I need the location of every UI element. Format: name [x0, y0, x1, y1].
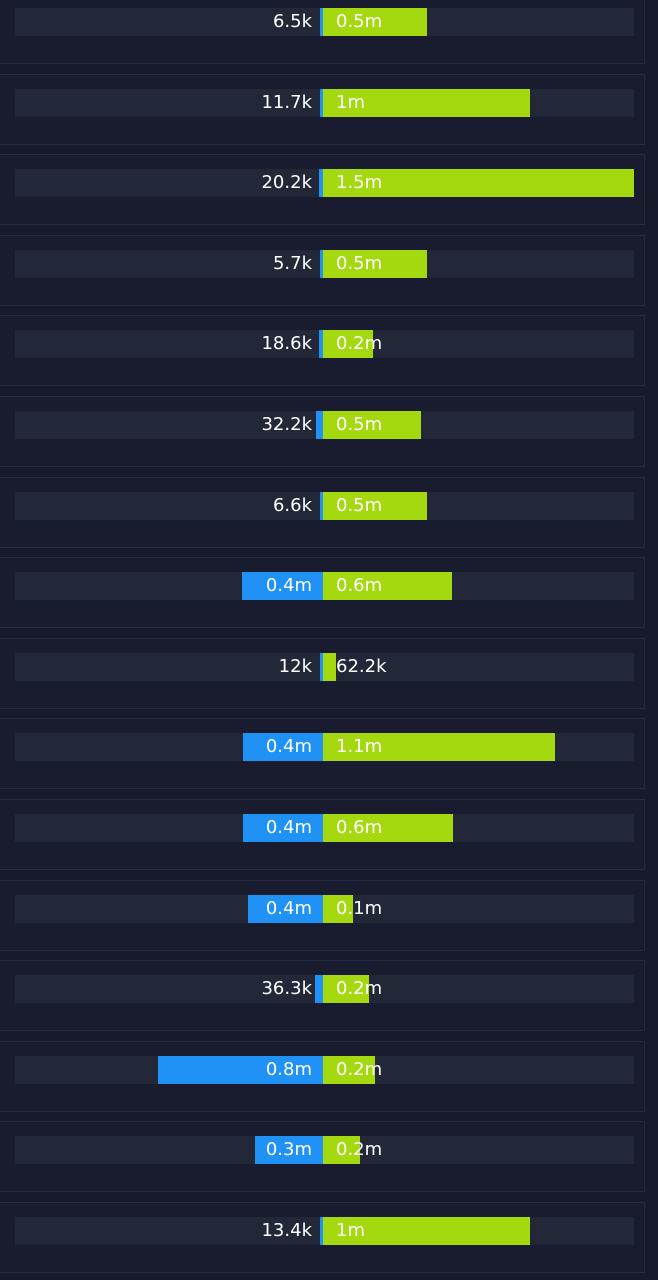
left-bar — [319, 330, 323, 359]
chart-row: 32.2k 0.5m — [0, 396, 645, 467]
chart-row: 5.7k 0.5m — [0, 234, 645, 306]
right-bar — [323, 330, 373, 359]
right-value-label: 1m — [336, 91, 365, 113]
left-value-label: 0.4m — [265, 575, 312, 597]
right-value-label: 0.2m — [336, 1058, 383, 1080]
left-value-label: 36.3k — [261, 978, 312, 1000]
chart-row: 36.3k 0.2m — [0, 960, 645, 1032]
right-bar — [323, 491, 427, 520]
left-bar — [248, 894, 323, 923]
right-bar — [323, 1136, 361, 1165]
left-bar — [318, 169, 323, 198]
left-value-label: 0.3m — [265, 1139, 312, 1161]
left-value-label: 18.6k — [261, 333, 312, 355]
left-value-label: 0.4m — [265, 817, 312, 838]
left-value-label: 6.5k — [272, 11, 312, 32]
right-value-label: 0.2m — [336, 1139, 383, 1161]
left-bar — [242, 572, 323, 601]
left-value-label: 12k — [278, 655, 312, 677]
chart-row: 12k 62.2k — [0, 637, 645, 709]
left-bar — [315, 975, 323, 1004]
right-bar — [323, 1055, 375, 1084]
right-value-label: 0.2m — [336, 333, 383, 355]
right-value-label: 0.5m — [336, 11, 383, 32]
left-bar — [320, 1217, 323, 1245]
right-bar — [323, 1217, 531, 1245]
left-value-label: 13.4k — [261, 1220, 312, 1241]
left-bar — [254, 1136, 323, 1165]
right-bar — [323, 652, 336, 681]
right-value-label: 0.1m — [336, 897, 383, 919]
right-value-label: 0.2m — [336, 978, 383, 1000]
right-value-label: 1.5m — [336, 172, 383, 194]
right-bar — [323, 8, 427, 36]
right-bar — [323, 814, 453, 842]
right-bar — [323, 975, 369, 1004]
right-value-label: 62.2k — [336, 655, 387, 677]
right-value-label: 0.5m — [336, 252, 383, 274]
chart-row: 0.3m 0.2m — [0, 1121, 645, 1193]
left-value-label: 11.7k — [261, 91, 312, 113]
left-value-label: 0.4m — [265, 897, 312, 919]
left-bar — [243, 733, 323, 762]
chart-row: 0.4m 0.1m — [0, 879, 645, 951]
left-bar — [316, 411, 323, 439]
chart-row: 6.6k 0.5m — [0, 476, 645, 548]
right-value-label: 0.5m — [336, 494, 383, 516]
right-bar — [323, 249, 427, 278]
left-bar — [320, 652, 323, 681]
right-bar — [323, 88, 531, 117]
left-value-label: 0.4m — [265, 736, 312, 758]
chart-row: 20.2k 1.5m — [0, 154, 645, 226]
chart-row: 0.8m 0.2m — [0, 1040, 645, 1112]
left-bar — [158, 1055, 323, 1084]
right-bar — [323, 572, 452, 601]
chart-row: 0.4m 0.6m — [0, 557, 645, 629]
chart-row: 11.7k 1m — [0, 73, 645, 145]
chart-row: 13.4k 1m — [0, 1202, 645, 1273]
left-bar — [320, 491, 323, 520]
chart-row: 0.4m 1.1m — [0, 718, 645, 790]
right-bar — [323, 169, 634, 198]
right-value-label: 0.6m — [336, 817, 383, 838]
chart-row: 0.4m 0.6m — [0, 799, 645, 870]
left-bar — [320, 88, 323, 117]
chart-row: 18.6k 0.2m — [0, 315, 645, 387]
left-bar — [320, 249, 323, 278]
left-value-label: 20.2k — [261, 172, 312, 194]
left-bar — [243, 814, 323, 842]
right-value-label: 1.1m — [336, 736, 383, 758]
right-value-label: 1m — [336, 1220, 365, 1241]
right-bar — [323, 894, 354, 923]
left-bar — [320, 8, 323, 36]
left-value-label: 32.2k — [261, 414, 312, 435]
right-value-label: 0.5m — [336, 414, 383, 435]
right-bar — [323, 733, 556, 762]
chart-row: 6.5k 0.5m — [0, 0, 645, 64]
left-value-label: 5.7k — [272, 252, 312, 274]
left-value-label: 6.6k — [272, 494, 312, 516]
right-bar — [323, 411, 422, 439]
right-value-label: 0.6m — [336, 575, 383, 597]
left-value-label: 0.8m — [265, 1058, 312, 1080]
